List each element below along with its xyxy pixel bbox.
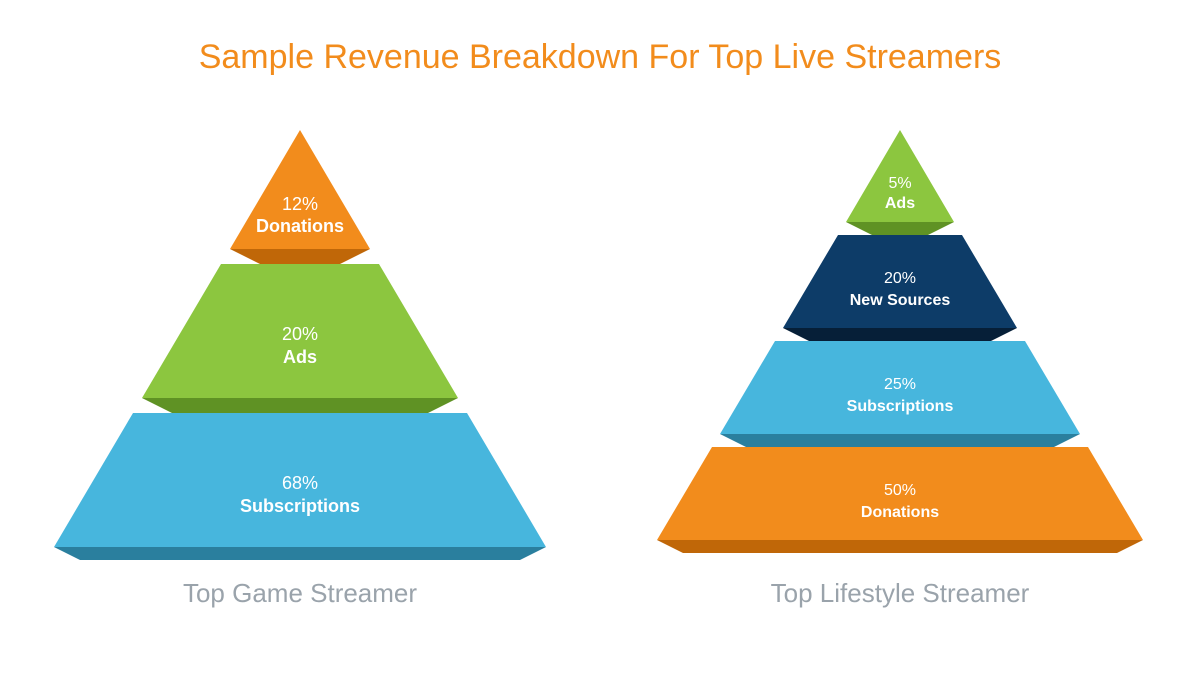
pyramid1-caption: Top Game Streamer bbox=[183, 578, 417, 609]
charts-row: 12% Donations 20% Ads 68% Subscriptions bbox=[0, 130, 1200, 609]
pyramid2-layer3-percent: 50% bbox=[884, 482, 916, 499]
pyramid1-layer1-percent: 20% bbox=[282, 324, 318, 344]
pyramid1-layer0-percent: 12% bbox=[282, 194, 318, 214]
pyramid2-layer0-label: Ads bbox=[885, 195, 915, 212]
pyramid2-layer1-percent: 20% bbox=[884, 270, 916, 287]
pyramid1-layer2-percent: 68% bbox=[282, 473, 318, 493]
pyramid-lifestyle-streamer: 5% Ads 20% New Sources 25% Subscriptions bbox=[630, 130, 1170, 609]
pyramid1-layer2-label: Subscriptions bbox=[240, 496, 360, 516]
pyramid1-layer1-label: Ads bbox=[283, 347, 317, 367]
pyramid1-layer-1: 20% Ads bbox=[142, 264, 458, 413]
pyramid1-layer0-label: Donations bbox=[256, 216, 344, 236]
pyramid-svg-2: 5% Ads 20% New Sources 25% Subscriptions bbox=[650, 130, 1150, 560]
pyramid2-layer1-label: New Sources bbox=[850, 292, 951, 309]
page-title: Sample Revenue Breakdown For Top Live St… bbox=[0, 38, 1200, 77]
pyramid2-layer-2: 25% Subscriptions bbox=[720, 341, 1080, 447]
pyramid2-layer-3: 50% Donations bbox=[657, 447, 1143, 553]
pyramid-game-streamer: 12% Donations 20% Ads 68% Subscriptions bbox=[30, 130, 570, 609]
pyramid2-layer2-label: Subscriptions bbox=[847, 398, 954, 415]
pyramid-svg-1: 12% Donations 20% Ads 68% Subscriptions bbox=[50, 130, 550, 560]
pyramid2-layer2-percent: 25% bbox=[884, 376, 916, 393]
pyramid1-layer-0: 12% Donations bbox=[230, 130, 370, 264]
pyramid2-layer0-percent: 5% bbox=[888, 175, 911, 192]
pyramid2-layer3-label: Donations bbox=[861, 504, 939, 521]
pyramid2-layer-1: 20% New Sources bbox=[783, 235, 1017, 341]
pyramid2-layer-0: 5% Ads bbox=[846, 130, 954, 235]
infographic-root: Sample Revenue Breakdown For Top Live St… bbox=[0, 0, 1200, 673]
pyramid2-caption: Top Lifestyle Streamer bbox=[771, 578, 1030, 609]
pyramid1-layer-2: 68% Subscriptions bbox=[54, 413, 546, 560]
